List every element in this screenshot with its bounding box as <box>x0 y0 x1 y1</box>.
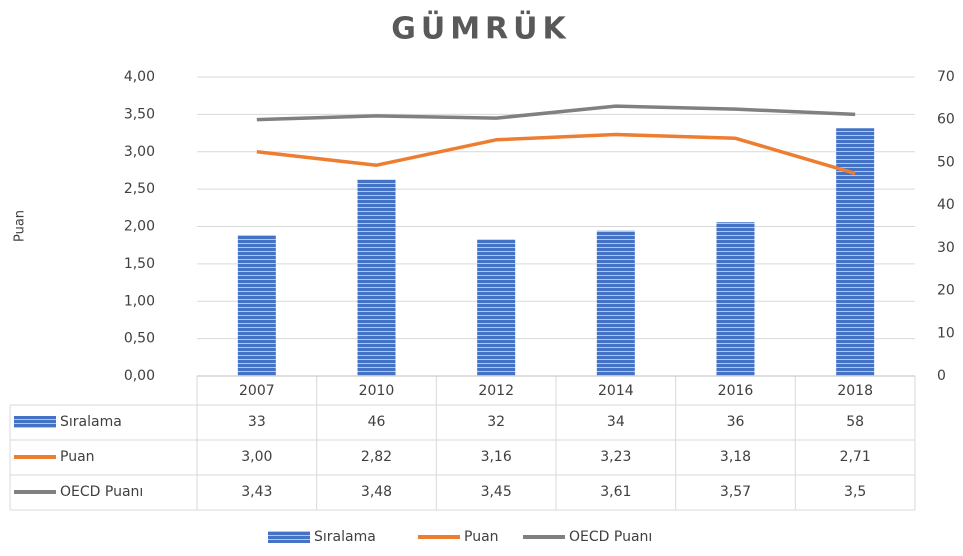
y2-tick-label: 10 <box>937 325 955 341</box>
line <box>256 132 856 176</box>
legend-label: OECD Puanı <box>569 529 652 545</box>
y-tick-label: 4,00 <box>124 69 155 85</box>
x-tick-label: 2018 <box>837 383 873 399</box>
table-value: 34 <box>607 414 625 430</box>
legend-key <box>268 531 310 543</box>
table-value: 3,00 <box>241 449 272 465</box>
y-axis-label: Puan <box>13 210 28 242</box>
table-legend-key <box>14 416 56 428</box>
x-tick-label: 2010 <box>359 383 395 399</box>
y-tick-label: 2,00 <box>124 219 155 235</box>
table-value: 3,18 <box>720 449 751 465</box>
table-value: 33 <box>248 414 266 430</box>
legend-label: Sıralama <box>314 529 376 545</box>
bar <box>477 239 516 376</box>
y-tick-label: 0,50 <box>124 331 155 347</box>
y2-tick-label: 70 <box>937 69 955 85</box>
table-value: 3,61 <box>600 484 631 500</box>
table-value: 32 <box>487 414 505 430</box>
y-tick-label: 0,00 <box>124 368 155 384</box>
y2-tick-label: 20 <box>937 283 955 299</box>
y2-tick-label: 40 <box>937 197 955 213</box>
table-series-name: Puan <box>60 449 95 465</box>
line <box>256 104 856 122</box>
table-value: 46 <box>368 414 386 430</box>
bar <box>836 128 875 376</box>
y-tick-label: 2,50 <box>124 181 155 197</box>
y2-tick-label: 60 <box>937 112 955 128</box>
table-value: 3,23 <box>600 449 631 465</box>
bar <box>596 230 635 376</box>
x-tick-label: 2014 <box>598 383 634 399</box>
table-value: 3,16 <box>481 449 512 465</box>
x-tick-label: 2016 <box>718 383 754 399</box>
table-value: 3,57 <box>720 484 751 500</box>
table-value: 36 <box>727 414 745 430</box>
bar <box>357 179 396 376</box>
x-tick-label: 2012 <box>478 383 514 399</box>
y-tick-label: 3,50 <box>124 106 155 122</box>
y-tick-label: 3,00 <box>124 144 155 160</box>
y2-tick-label: 0 <box>937 368 946 384</box>
table-value: 2,82 <box>361 449 392 465</box>
y-tick-label: 1,00 <box>124 293 155 309</box>
table-value: 3,5 <box>844 484 866 500</box>
table-value: 2,71 <box>840 449 871 465</box>
chart-title: GÜMRÜK <box>391 10 571 47</box>
y2-tick-label: 50 <box>937 154 955 170</box>
table-value: 58 <box>846 414 864 430</box>
bar <box>716 222 755 376</box>
y-tick-label: 1,50 <box>124 256 155 272</box>
bar <box>237 235 276 376</box>
table-value: 3,48 <box>361 484 392 500</box>
table-series-name: OECD Puanı <box>60 484 143 500</box>
x-tick-label: 2007 <box>239 383 275 399</box>
table-series-name: Sıralama <box>60 414 122 430</box>
legend-label: Puan <box>464 529 499 545</box>
table-value: 3,43 <box>241 484 272 500</box>
y2-tick-label: 30 <box>937 240 955 256</box>
table-value: 3,45 <box>481 484 512 500</box>
